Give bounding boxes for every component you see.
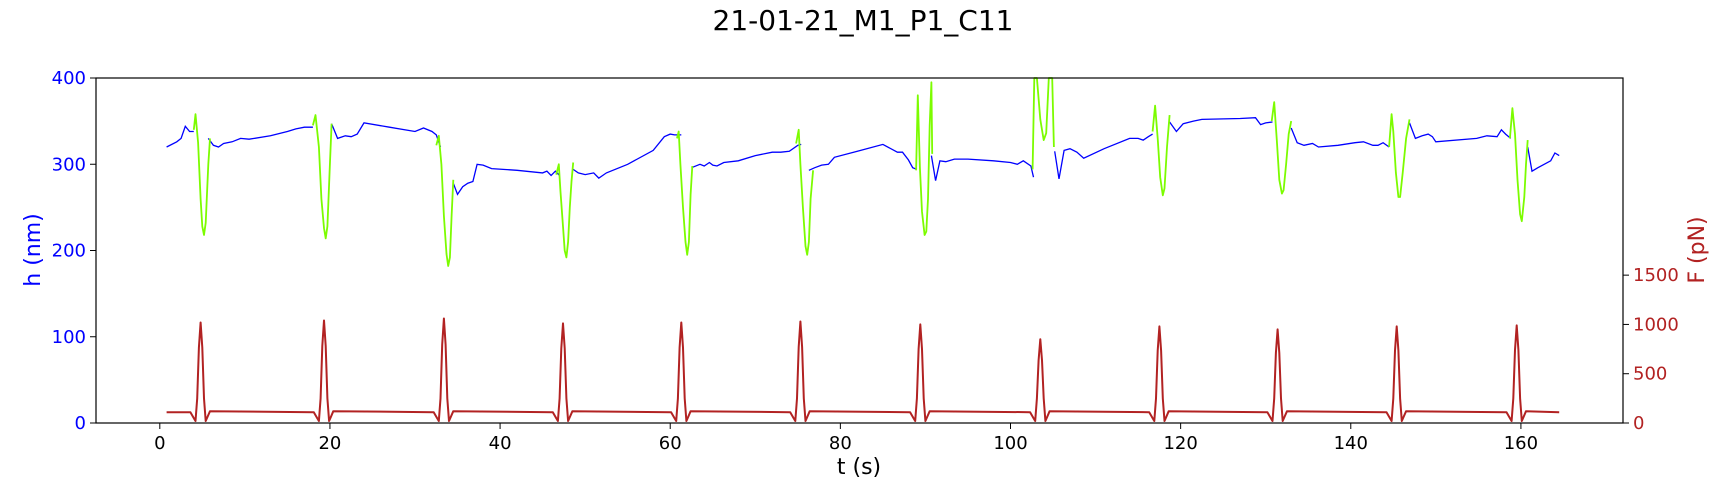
x-tick-label: 160 bbox=[1504, 433, 1538, 454]
compression-trace-segment-1 bbox=[192, 113, 211, 236]
height-trace-segment-5 bbox=[572, 133, 682, 179]
x-axis-label: t (s) bbox=[837, 455, 881, 480]
height-trace-segment-13 bbox=[1527, 146, 1560, 173]
height-trace-segment-2 bbox=[207, 126, 313, 148]
height-trace-segment-12 bbox=[1408, 122, 1512, 143]
x-tick-label: 20 bbox=[318, 433, 341, 454]
y-right-tick-label: 1500 bbox=[1633, 265, 1679, 286]
y-right-tick-label: 1000 bbox=[1633, 314, 1679, 335]
y-right-tick-label: 0 bbox=[1633, 413, 1644, 434]
height-trace-segment-10 bbox=[1169, 117, 1273, 133]
y-axis-right: 0 500 1000 1500 bbox=[1623, 265, 1679, 434]
y-left-tick-label: 100 bbox=[52, 327, 86, 348]
y-axis-label-left: h (nm) bbox=[21, 213, 46, 286]
x-tick-label: 100 bbox=[993, 433, 1027, 454]
compression-trace-segment-2 bbox=[312, 114, 333, 240]
height-trace-segment-1 bbox=[166, 124, 194, 148]
height-trace-segment-11 bbox=[1290, 127, 1390, 148]
plot-lines bbox=[166, 77, 1560, 422]
height-trace-segment-7 bbox=[808, 143, 918, 171]
x-tick-label: 60 bbox=[659, 433, 682, 454]
y-left-tick-label: 0 bbox=[75, 413, 86, 434]
compression-trace-segment-10 bbox=[1270, 101, 1293, 195]
compression-trace-segment-12 bbox=[1509, 107, 1529, 223]
compression-trace-segment-4 bbox=[555, 162, 575, 259]
chart-title: 21-01-21_M1_P1_C11 bbox=[713, 4, 1014, 37]
x-tick-label: 140 bbox=[1334, 433, 1368, 454]
height-trace-segment-9 bbox=[1054, 133, 1153, 180]
x-tick-label: 120 bbox=[1163, 433, 1197, 454]
x-axis: 0 20 40 60 80 100 120 140 160 bbox=[154, 423, 1538, 454]
y-left-tick-label: 400 bbox=[52, 68, 86, 89]
height-trace-segment-6 bbox=[691, 143, 802, 169]
y-right-tick-label: 500 bbox=[1633, 364, 1667, 385]
compression-trace-segment-8 bbox=[1031, 77, 1055, 170]
y-left-tick-label: 300 bbox=[52, 154, 86, 175]
y-axis-label-right: F (pN) bbox=[1685, 216, 1710, 283]
force-trace bbox=[166, 317, 1560, 422]
x-tick-label: 40 bbox=[489, 433, 512, 454]
compression-trace-segment-7 bbox=[915, 81, 934, 236]
height-trace-segment-4 bbox=[452, 163, 561, 196]
height-trace-segment-3 bbox=[330, 122, 442, 148]
compression-trace-segment-9 bbox=[1151, 104, 1171, 197]
compression-trace-segment-3 bbox=[435, 134, 455, 267]
y-axis-left: 0 100 200 300 400 bbox=[52, 68, 96, 434]
x-tick-label: 0 bbox=[154, 433, 165, 454]
y-left-tick-label: 200 bbox=[52, 241, 86, 262]
compression-trace-segment-6 bbox=[795, 128, 814, 256]
compression-trace-segment-11 bbox=[1388, 113, 1411, 198]
compression-trace-segment-5 bbox=[676, 130, 694, 256]
height-trace-segment-8 bbox=[930, 155, 1035, 181]
x-tick-label: 80 bbox=[829, 433, 852, 454]
